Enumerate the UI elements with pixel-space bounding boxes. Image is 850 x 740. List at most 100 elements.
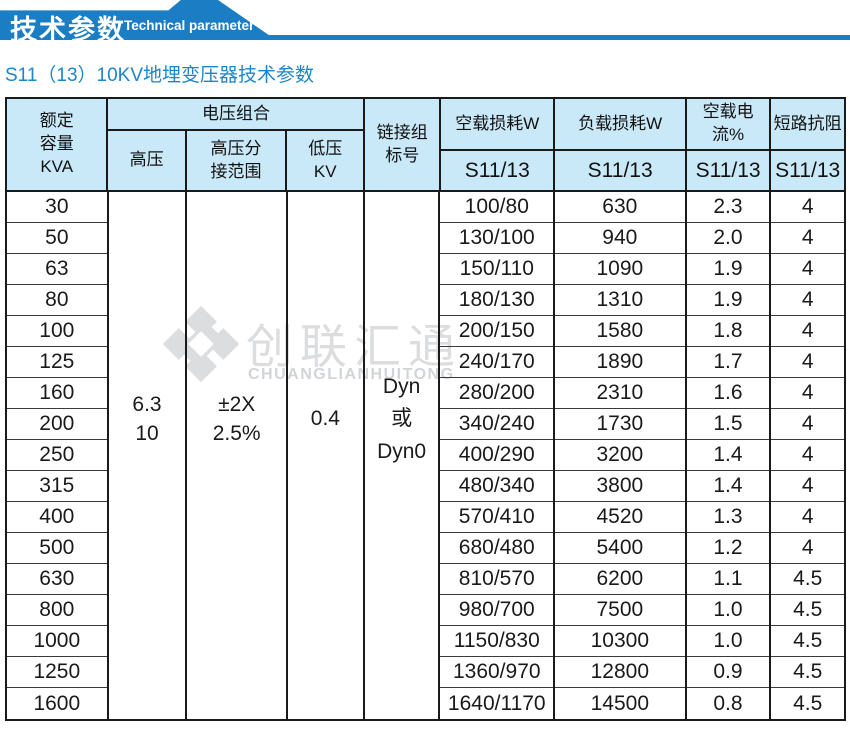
capacity-cell: 250 bbox=[7, 440, 107, 471]
no-load-loss-cell: 1150/830 bbox=[440, 626, 554, 657]
capacity-cell: 50 bbox=[7, 223, 107, 254]
capacity-cell: 63 bbox=[7, 254, 107, 285]
tap-range-value: ±2X 2.5% bbox=[212, 393, 261, 445]
no-load-current-cell: 1.9 bbox=[686, 254, 770, 285]
low-voltage-value: 0.4 bbox=[310, 407, 340, 431]
tap-range-merged-cell: ±2X 2.5% bbox=[187, 192, 286, 719]
header-voltage-group: 电压组合 高压 高压分 接范围 低压 KV bbox=[108, 99, 366, 190]
banner-ribbon: 技术参数 Technical parameter bbox=[0, 0, 276, 40]
no-load-loss-cell: 980/700 bbox=[440, 595, 554, 626]
impedance-cell: 4 bbox=[771, 471, 845, 502]
table-body: 30 50 63 80 100 125 160 200 250 315 400 500 630 800 10… bbox=[7, 192, 845, 719]
column-low-voltage: 0.4 bbox=[288, 192, 365, 719]
header-no-load-current-series: S11/13 bbox=[695, 158, 761, 182]
impedance-cell: 4 bbox=[771, 316, 845, 347]
banner-underline bbox=[0, 35, 850, 40]
no-load-loss-cell: 680/480 bbox=[440, 533, 554, 564]
capacity-cell: 30 bbox=[7, 192, 107, 223]
table-header: 额定 容量 KVA 电压组合 高压 高压分 接范围 低压 KV 链接组 标号 空… bbox=[7, 99, 844, 192]
impedance-cell: 4 bbox=[771, 409, 845, 440]
capacity-cell: 315 bbox=[7, 471, 107, 502]
watermark: 创联汇通 CHUANGLIANHUITONG bbox=[162, 300, 455, 398]
no-load-current-cell: 1.7 bbox=[686, 347, 770, 378]
header-impedance-group: 短路抗阻 S11/13 bbox=[771, 99, 844, 190]
column-rated-capacity: 30 50 63 80 100 125 160 200 250 315 400 500 630 800 10… bbox=[7, 192, 109, 719]
impedance-cell: 4 bbox=[771, 502, 845, 533]
vector-group-merged-cell: Dyn 或 Dyn0 bbox=[365, 192, 439, 719]
no-load-loss-cell: 480/340 bbox=[440, 471, 554, 502]
capacity-cell: 400 bbox=[7, 502, 107, 533]
header-no-load-loss-series: S11/13 bbox=[464, 158, 530, 182]
no-load-current-cell: 1.9 bbox=[686, 285, 770, 316]
capacity-cell: 630 bbox=[7, 564, 107, 595]
header-impedance: 短路抗阻 bbox=[771, 99, 844, 151]
header-no-load-current: 空载电流% bbox=[686, 99, 770, 151]
banner-title-en: Technical parameter bbox=[124, 18, 255, 33]
no-load-loss-cell: 180/130 bbox=[440, 285, 554, 316]
no-load-current-cell: 1.0 bbox=[686, 626, 770, 657]
column-tap-range: ±2X 2.5% bbox=[187, 192, 288, 719]
no-load-current-cell: 1.2 bbox=[686, 533, 770, 564]
no-load-current-cell: 1.3 bbox=[686, 502, 770, 533]
load-loss-cell: 10300 bbox=[555, 626, 685, 657]
header-vector-group: 链接组 标号 bbox=[365, 99, 442, 190]
no-load-loss-cell: 340/240 bbox=[440, 409, 554, 440]
column-vector-group: Dyn 或 Dyn0 bbox=[365, 192, 441, 719]
load-loss-cell: 2310 bbox=[555, 378, 685, 409]
high-voltage-value: 6.3 10 bbox=[132, 393, 162, 445]
header-voltage-combination: 电压组合 bbox=[108, 99, 364, 131]
no-load-loss-cell: 100/80 bbox=[440, 192, 554, 223]
header-load-loss-series: S11/13 bbox=[587, 158, 653, 182]
no-load-loss-cell: 1640/1170 bbox=[447, 691, 546, 715]
capacity-cell: 800 bbox=[7, 595, 107, 626]
load-loss-cell: 5400 bbox=[555, 533, 685, 564]
no-load-loss-cell: 280/200 bbox=[440, 378, 554, 409]
load-loss-cell: 14500 bbox=[590, 691, 650, 715]
high-voltage-merged-cell: 6.3 10 bbox=[109, 192, 186, 719]
no-load-loss-cell: 130/100 bbox=[440, 223, 554, 254]
header-no-load-loss-group: 空载损耗W S11/13 bbox=[441, 99, 556, 190]
no-load-current-cell: 1.6 bbox=[686, 378, 770, 409]
header-load-loss-group: 负载损耗W S11/13 bbox=[555, 99, 687, 190]
load-loss-cell: 1310 bbox=[555, 285, 685, 316]
low-voltage-merged-cell: 0.4 bbox=[288, 192, 363, 719]
header-low-voltage: 低压 KV bbox=[308, 138, 343, 181]
capacity-cell: 200 bbox=[7, 409, 107, 440]
no-load-loss-cell: 150/110 bbox=[440, 254, 554, 285]
banner-title-cn: 技术参数 bbox=[10, 15, 126, 45]
header-load-loss: 负载损耗W bbox=[555, 99, 685, 151]
section-subtitle: S11（13）10KV地埋变压器技术参数 bbox=[5, 65, 315, 86]
impedance-cell: 4 bbox=[771, 440, 845, 471]
header-no-load-loss: 空载损耗W bbox=[441, 99, 554, 151]
no-load-loss-cell: 810/570 bbox=[440, 564, 554, 595]
header-high-voltage: 高压 bbox=[108, 131, 187, 190]
capacity-cell: 160 bbox=[7, 378, 107, 409]
capacity-cell: 125 bbox=[7, 347, 107, 378]
impedance-cell: 4 bbox=[771, 533, 845, 564]
impedance-cell: 4 bbox=[771, 347, 845, 378]
column-high-voltage: 6.3 10 bbox=[109, 192, 188, 719]
header-rated-capacity: 额定 容量 KVA bbox=[7, 99, 109, 190]
header-no-load-current-group: 空载电流% S11/13 bbox=[686, 99, 772, 190]
load-loss-cell: 940 bbox=[555, 223, 685, 254]
capacity-cell: 500 bbox=[7, 533, 107, 564]
load-loss-cell: 1090 bbox=[555, 254, 685, 285]
no-load-current-cell: 1.8 bbox=[686, 316, 770, 347]
load-loss-cell: 1890 bbox=[555, 347, 685, 378]
no-load-current-cell: 1.1 bbox=[686, 564, 770, 595]
no-load-current-cell: 1.5 bbox=[686, 409, 770, 440]
no-load-loss-cell: 200/150 bbox=[440, 316, 554, 347]
parameters-table: 额定 容量 KVA 电压组合 高压 高压分 接范围 低压 KV 链接组 标号 空… bbox=[5, 97, 846, 721]
impedance-cell: 4 bbox=[771, 254, 845, 285]
column-no-load-loss: 100/80 130/100 150/110 180/130 200/150 240/17… bbox=[440, 192, 556, 719]
no-load-current-cell: 1.0 bbox=[686, 595, 770, 626]
impedance-cell: 4.5 bbox=[771, 564, 845, 595]
capacity-cell: 1600 bbox=[33, 691, 81, 715]
no-load-current-cell: 1.4 bbox=[686, 440, 770, 471]
watermark-text-en: CHUANGLIANHUITONG bbox=[248, 366, 455, 383]
no-load-loss-cell: 240/170 bbox=[440, 347, 554, 378]
load-loss-cell: 3800 bbox=[555, 471, 685, 502]
capacity-cell: 100 bbox=[7, 316, 107, 347]
no-load-loss-cell: 400/290 bbox=[440, 440, 554, 471]
capacity-cell: 1000 bbox=[7, 626, 107, 657]
